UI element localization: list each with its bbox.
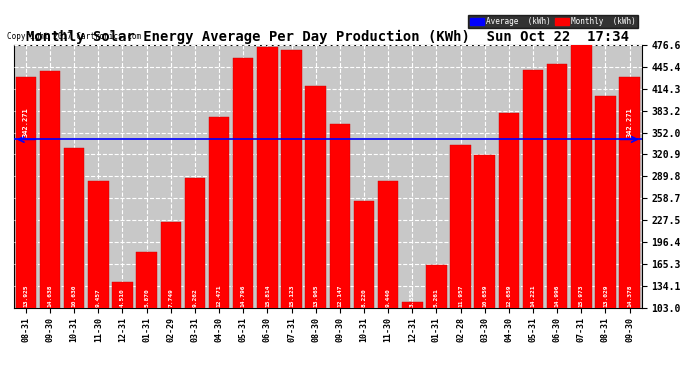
- Text: 342.271: 342.271: [23, 107, 29, 136]
- Text: 12.471: 12.471: [217, 284, 221, 307]
- Text: 12.659: 12.659: [506, 284, 511, 307]
- Bar: [209, 117, 229, 375]
- Title: Monthly Solar Energy Average Per Day Production (KWh)  Sun Oct 22  17:34: Monthly Solar Energy Average Per Day Pro…: [26, 30, 629, 44]
- Text: 15.123: 15.123: [289, 284, 294, 307]
- Bar: [402, 302, 422, 375]
- Text: 9.457: 9.457: [96, 288, 101, 307]
- Text: 3.559: 3.559: [410, 288, 415, 307]
- Bar: [16, 76, 36, 375]
- Bar: [571, 32, 591, 375]
- Bar: [475, 155, 495, 375]
- Text: 13.925: 13.925: [23, 284, 28, 307]
- Text: 9.262: 9.262: [193, 288, 197, 307]
- Bar: [282, 51, 302, 375]
- Text: 5.870: 5.870: [144, 288, 149, 307]
- Text: 12.147: 12.147: [337, 284, 342, 307]
- Text: 14.221: 14.221: [531, 284, 535, 307]
- Bar: [233, 58, 253, 375]
- Text: 10.659: 10.659: [482, 284, 487, 307]
- Text: 10.630: 10.630: [72, 284, 77, 307]
- Text: 15.814: 15.814: [265, 284, 270, 307]
- Text: 4.510: 4.510: [120, 288, 125, 307]
- Bar: [330, 124, 350, 375]
- Bar: [426, 265, 446, 375]
- Text: 11.957: 11.957: [458, 284, 463, 307]
- Bar: [451, 145, 471, 375]
- Bar: [523, 70, 543, 375]
- Bar: [257, 46, 277, 375]
- Text: 8.220: 8.220: [362, 288, 366, 307]
- Bar: [185, 178, 205, 375]
- Bar: [137, 252, 157, 375]
- Text: 14.996: 14.996: [555, 284, 560, 307]
- Bar: [112, 282, 132, 375]
- Bar: [499, 113, 519, 375]
- Text: 342.271: 342.271: [627, 107, 633, 136]
- Text: 14.638: 14.638: [48, 284, 52, 307]
- Bar: [306, 86, 326, 375]
- Bar: [547, 64, 567, 375]
- Text: 14.796: 14.796: [241, 284, 246, 307]
- Text: 14.378: 14.378: [627, 284, 632, 307]
- Bar: [595, 96, 615, 375]
- Text: 9.440: 9.440: [386, 288, 391, 307]
- Bar: [64, 148, 84, 375]
- Bar: [378, 181, 398, 375]
- Text: 7.749: 7.749: [168, 288, 173, 307]
- Bar: [354, 201, 374, 375]
- Text: 13.029: 13.029: [603, 284, 608, 307]
- Bar: [88, 180, 108, 375]
- Bar: [161, 222, 181, 375]
- Bar: [40, 71, 60, 375]
- Bar: [620, 77, 640, 375]
- Legend: Average  (kWh), Monthly  (kWh): Average (kWh), Monthly (kWh): [468, 15, 638, 28]
- Text: 13.965: 13.965: [313, 284, 318, 307]
- Text: 5.261: 5.261: [434, 288, 439, 307]
- Text: Copyright 2017 Cartronics.com: Copyright 2017 Cartronics.com: [7, 32, 141, 41]
- Text: 15.973: 15.973: [579, 284, 584, 307]
